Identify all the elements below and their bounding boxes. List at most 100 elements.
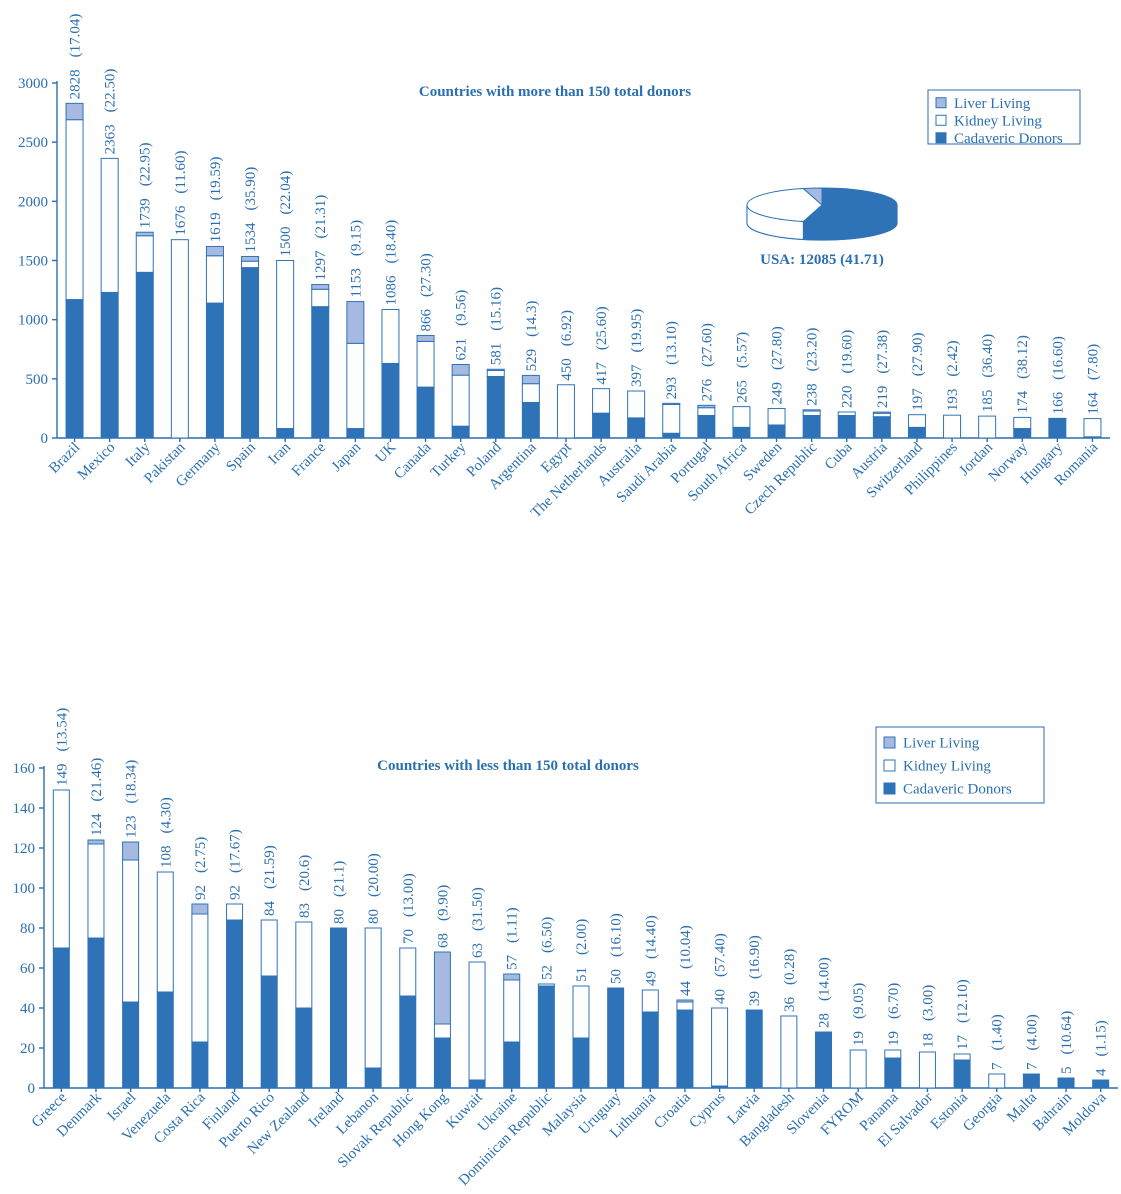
- p2-value-label: 19 (6.70): [886, 983, 902, 1046]
- p2-bar-kidney-living: [122, 859, 140, 1003]
- p1-bar-cadaveric-donors: [135, 271, 154, 439]
- p2-legend-label: Kidney Living: [903, 759, 991, 775]
- p2-value-label: 39 (16.90): [747, 935, 763, 1006]
- p2-total-value: 68: [435, 933, 451, 948]
- p2-total-value: 52: [539, 965, 555, 980]
- p1-total-value: 866: [419, 309, 435, 332]
- p2-legend-label: Liver Living: [903, 736, 980, 752]
- p2-bar-liver-living: [676, 999, 694, 1003]
- p2-y-tick-label: 120: [13, 841, 36, 857]
- p1-bar-kidney-living: [767, 408, 786, 426]
- p1-bar-liver-living: [311, 284, 330, 290]
- p1-bar-kidney-living: [837, 411, 856, 417]
- p2-bar-liver-living: [433, 951, 451, 1025]
- p2-total-value: 108: [158, 846, 174, 869]
- p1-category-label: Iran: [266, 439, 295, 468]
- p1-category-label: Canada: [391, 439, 434, 482]
- p2-y-tick-label: 80: [20, 921, 35, 937]
- p1-value-label: 166 (16.60): [1050, 336, 1066, 414]
- p2-bar-kidney-living: [468, 961, 486, 1081]
- p1-bar-cadaveric-donors: [907, 426, 926, 439]
- p2-rate-value: (17.67): [228, 829, 244, 873]
- p1-rate-value: (5.57): [734, 332, 750, 368]
- p2-bar-cadaveric-donors: [260, 975, 278, 1089]
- p2-bar-cadaveric-donors: [122, 1001, 140, 1089]
- p1-total-value: 1086: [383, 275, 399, 306]
- p1-value-label: 1500 (22.04): [278, 171, 294, 257]
- p1-rate-value: (27.80): [770, 326, 786, 370]
- p2-value-label: 18 (3.00): [920, 985, 936, 1048]
- p1-total-value: 1534: [243, 222, 259, 252]
- p2-bar-cadaveric-donors: [52, 947, 70, 1089]
- p2-bar-cadaveric-donors: [87, 937, 105, 1089]
- p2-y-tick-label: 160: [13, 761, 36, 777]
- p2-bar-kidney-living: [780, 1015, 798, 1089]
- p2-chart-title: Countries with less than 150 total donor…: [377, 758, 639, 774]
- p2-rate-value: (6.70): [886, 983, 902, 1019]
- p2-value-label: 17 (12.10): [955, 979, 971, 1050]
- usa-pie-label: USA: 12085 (41.71): [760, 252, 884, 268]
- p2-value-label: 36 (0.28): [782, 949, 798, 1012]
- p1-bar-liver-living: [521, 374, 540, 385]
- p1-y-tick-label: 3000: [18, 76, 48, 92]
- p2-bar-kidney-living: [52, 789, 70, 949]
- p2-value-label: 5 (10.64): [1059, 1011, 1075, 1074]
- p2-value-label: 7 (1.40): [990, 1014, 1006, 1070]
- p1-bar-liver-living: [697, 404, 716, 409]
- p1-rate-value: (23.20): [805, 328, 821, 372]
- p2-rate-value: (20.6): [297, 855, 313, 891]
- p1-bar-liver-living: [65, 102, 84, 121]
- p1-total-value: 529: [524, 349, 540, 372]
- p1-category-label: Spain: [223, 439, 259, 475]
- p1-value-label: 1534 (35.90): [243, 167, 259, 253]
- p1-legend-label: Cadaveric Donors: [954, 131, 1063, 147]
- p2-bar-kidney-living: [884, 1049, 902, 1059]
- p1-y-tick-label: 500: [26, 372, 49, 388]
- p1-total-value: 197: [910, 388, 926, 411]
- p1-bar-kidney-living: [381, 308, 400, 364]
- p1-value-label: 220 (19.60): [840, 330, 856, 408]
- p2-total-value: 92: [193, 885, 209, 900]
- p1-bar-cadaveric-donors: [627, 417, 646, 439]
- p1-legend-swatch: [935, 97, 947, 109]
- p2-value-label: 4 (1.15): [1094, 1020, 1110, 1076]
- p2-total-value: 92: [228, 885, 244, 900]
- p1-bar-kidney-living: [872, 412, 891, 418]
- p2-bar-cadaveric-donors: [1022, 1073, 1040, 1089]
- p1-bar-kidney-living: [907, 414, 926, 428]
- p2-bar-kidney-living: [572, 985, 590, 1039]
- p2-value-label: 92 (2.75): [193, 837, 209, 900]
- p1-value-label: 185 (36.40): [980, 334, 996, 412]
- p2-value-label: 84 (21.59): [262, 845, 278, 916]
- p1-value-label: 450 (6.92): [559, 310, 575, 381]
- p2-total-value: 83: [297, 903, 313, 918]
- p1-category-label: France: [289, 439, 329, 479]
- p1-total-value: 220: [840, 385, 856, 408]
- p2-rate-value: (18.34): [124, 760, 140, 804]
- p2-value-label: 80 (20.00): [366, 853, 382, 924]
- p1-value-label: 164 (7.80): [1085, 344, 1101, 415]
- p2-bar-kidney-living: [191, 913, 209, 1043]
- p1-rate-value: (9.56): [454, 290, 470, 326]
- p2-total-value: 80: [331, 909, 347, 924]
- p1-bar-liver-living: [205, 245, 224, 257]
- p1-value-label: 866 (27.30): [419, 253, 435, 331]
- p1-rate-value: (25.60): [594, 306, 610, 350]
- p1-bar-cadaveric-donors: [241, 267, 260, 439]
- p1-total-value: 1619: [208, 212, 224, 242]
- p1-bar-cadaveric-donors: [100, 291, 119, 439]
- p1-bar-kidney-living: [732, 406, 751, 428]
- p1-legend-label: Kidney Living: [954, 113, 1042, 129]
- p2-total-value: 19: [851, 1031, 867, 1046]
- p2-bar-cadaveric-donors: [156, 991, 174, 1089]
- p2-bar-kidney-living: [364, 927, 382, 1069]
- p2-bar-liver-living: [122, 841, 140, 861]
- p2-bar-cadaveric-donors: [364, 1067, 382, 1089]
- p2-value-label: 124 (21.46): [89, 758, 105, 836]
- p1-total-value: 417: [594, 362, 610, 385]
- p1-bar-cadaveric-donors: [65, 299, 84, 439]
- p1-bar-cadaveric-donors: [1013, 428, 1032, 439]
- p2-value-label: 68 (9.90): [435, 885, 451, 948]
- p2-rate-value: (1.11): [505, 907, 521, 943]
- p2-rate-value: (21.59): [262, 845, 278, 889]
